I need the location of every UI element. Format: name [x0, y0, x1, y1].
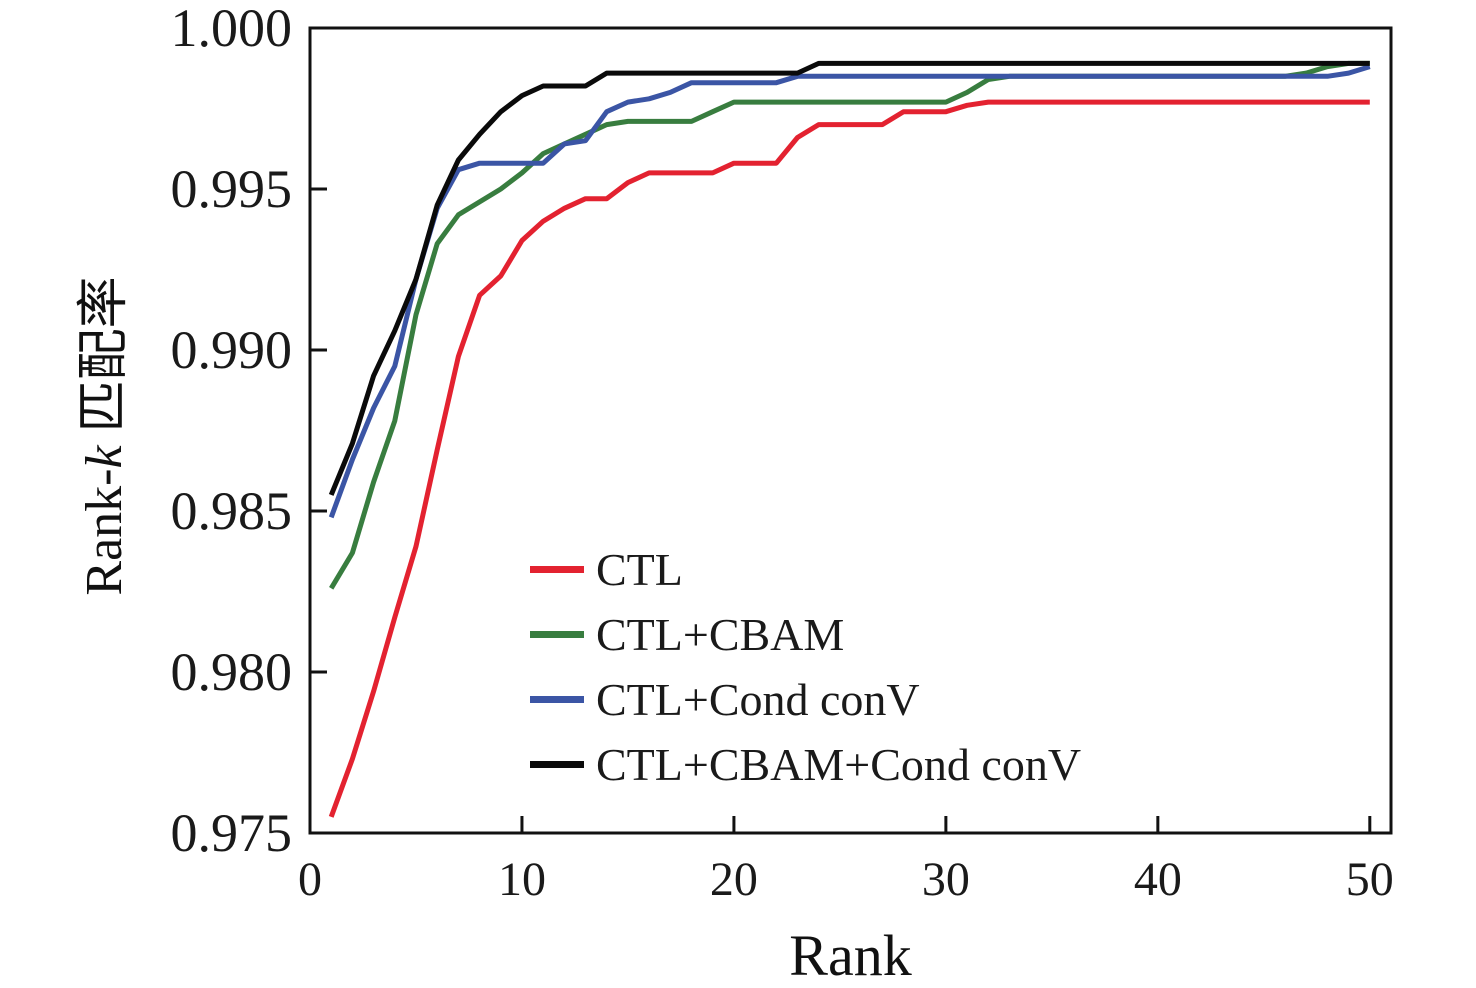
series-line-ctl [328, 99, 1370, 818]
y-axis-label-italic-k: k [76, 445, 133, 469]
legend-line-swatch-ctl [530, 566, 584, 573]
x-axis-label: Rank [789, 923, 912, 988]
legend-item-ctl: CTL [530, 537, 1081, 602]
legend-label-ctl-condconv: CTL+Cond conV [596, 674, 920, 725]
y-tick-label: 0.995 [171, 159, 293, 219]
x-tick-label: 10 [498, 853, 546, 906]
y-tick-label: 0.985 [171, 481, 293, 541]
legend-label-ctl-cbam-condconv: CTL+CBAM+Cond conV [596, 739, 1082, 790]
series-line-ctl-cond-conv [328, 64, 1371, 519]
x-tick-label: 40 [1134, 853, 1182, 906]
plot-frame [308, 26, 1393, 835]
y-axis-label-suffix: 匹配率 [76, 276, 133, 446]
x-tick-label: 50 [1346, 853, 1394, 906]
legend-line-swatch-ctl-cbam [530, 631, 584, 638]
legend: CTL CTL+CBAM CTL+Cond conV CTL+CBAM+Cond… [530, 537, 1081, 797]
series-line-ctl-cbam [329, 60, 1370, 590]
legend-line-swatch-ctl-condconv [530, 696, 584, 703]
y-axis-label: Rank-k 匹配率 [74, 86, 136, 786]
y-tick-label: 1.000 [171, 0, 293, 58]
x-tick-label: 0 [298, 853, 322, 906]
legend-item-ctl-cbam-condconv: CTL+CBAM+Cond conV [530, 732, 1081, 797]
legend-item-ctl-condconv: CTL+Cond conV [530, 667, 1081, 732]
legend-item-ctl-cbam: CTL+CBAM [530, 602, 1081, 667]
y-tick-label: 0.980 [171, 642, 293, 702]
y-tick-label: 0.975 [171, 803, 293, 863]
x-tick-label: 30 [922, 853, 970, 906]
legend-label-ctl-cbam: CTL+CBAM [596, 609, 845, 660]
legend-label-ctl: CTL [596, 544, 683, 595]
series-line-ctl-cbam-cond-conv [328, 60, 1370, 496]
legend-line-swatch-ctl-cbam-condconv [530, 761, 584, 768]
x-tick-label: 20 [710, 853, 758, 906]
y-tick-label: 0.990 [171, 320, 293, 380]
y-axis-label-prefix: Rank- [76, 468, 133, 596]
